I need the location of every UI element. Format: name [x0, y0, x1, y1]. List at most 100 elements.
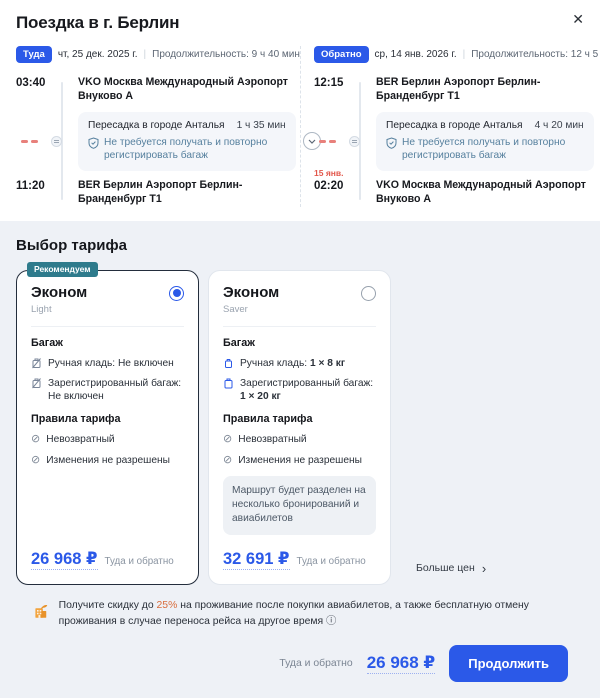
not-allowed-icon: ⊘	[223, 433, 233, 446]
airline-logo-icon	[16, 139, 54, 143]
fare-subtitle: Saver	[223, 303, 248, 315]
flight-outbound: Туда чт, 25 дек. 2025 г. | Продолжительн…	[0, 46, 321, 207]
hotel-promo: Получите скидку до 25% на проживание пос…	[16, 585, 584, 630]
itinerary: 12:15 BER Берлин Аэропорт Берлин-Бранден…	[314, 76, 594, 207]
info-icon[interactable]: ⓘ	[326, 615, 337, 627]
fare-price[interactable]: 26 968 ₽	[31, 549, 98, 570]
baggage-title: Багаж	[223, 336, 255, 349]
chevron-right-icon: ›	[481, 560, 487, 576]
transfer-info-box: Пересадка в городе Анталья 1 ч 35 мин Не…	[78, 111, 296, 172]
shield-icon	[386, 137, 397, 149]
rules-title: Правила тарифа	[223, 413, 313, 426]
more-prices-link[interactable]: Больше цен ›	[416, 560, 487, 576]
direction-badge: Туда	[16, 46, 52, 63]
not-allowed-icon: ⊘	[223, 453, 233, 466]
recommend-badge: Рекомендуем	[27, 261, 98, 277]
arrival-time: 15 янв. 02:20	[314, 168, 344, 193]
stopover-icon	[349, 135, 360, 147]
fare-section-title: Выбор тарифа	[16, 236, 127, 254]
checked-baggage-icon	[224, 378, 233, 389]
not-allowed-icon: ⊘	[31, 453, 41, 466]
hotel-discount-icon	[35, 604, 48, 618]
flight-return: Обратно ср, 14 янв. 2026 г. | Продолжите…	[300, 46, 600, 207]
arrival-row: 15 янв. 02:20 VKO Москва Международный А…	[314, 168, 588, 207]
baggage-item: Ручная кладь: 1 × 8 кг	[223, 357, 376, 370]
page-title: Поездка в г. Берлин	[16, 13, 180, 32]
arrival-airport: BER Берлин Аэропорт Берлин-Бранденбург T…	[78, 179, 243, 205]
departure-airport: BER Берлин Аэропорт Берлин-Бранденбург T…	[376, 76, 541, 102]
modal-header: Поездка в г. Берлин ✕	[0, 0, 600, 33]
fare-subtitle: Light	[31, 303, 52, 315]
airline-logo-icon	[314, 139, 352, 143]
fare-card-econom-saver[interactable]: Эконом Saver Багаж Ручная кладь: 1 × 8 к…	[208, 269, 391, 585]
arrival-date-note: 15 янв.	[314, 168, 344, 179]
transfer-duration: 4 ч 20 мин	[534, 119, 584, 131]
arrival-row: 11:20 BER Берлин Аэропорт Берлин-Бранден…	[16, 179, 288, 207]
rule-item: ⊘ Изменения не разрешены	[223, 453, 362, 466]
not-allowed-icon: ⊘	[31, 433, 41, 446]
departure-time: 03:40	[16, 77, 46, 89]
flight-duration: Продолжительность: 9 ч 40 мин	[152, 49, 300, 60]
departure-airport: VKO Москва Международный Аэропорт Внуков…	[78, 76, 288, 102]
stopover-icon	[51, 135, 62, 147]
continue-button[interactable]: Продолжить	[449, 644, 568, 682]
promo-text: Получите скидку до 25% на проживание пос…	[58, 599, 529, 627]
transfer-row: Пересадка в городе Анталья 4 ч 20 мин Не…	[314, 111, 594, 172]
total-price[interactable]: 26 968 ₽	[366, 652, 436, 674]
fare-radio-unselected[interactable]	[361, 285, 376, 301]
transfer-duration: 1 ч 35 мин	[236, 119, 286, 131]
departure-row: 03:40 VKO Москва Международный Аэропорт …	[16, 76, 288, 104]
rules-title: Правила тарифа	[31, 413, 121, 426]
flight-date: чт, 25 дек. 2025 г.	[57, 49, 138, 60]
divider	[223, 325, 376, 327]
hand-baggage-icon	[225, 358, 232, 368]
close-icon[interactable]: ✕	[568, 8, 588, 30]
baggage-item: Зарегистрированный багаж: 1 × 20 кг	[223, 377, 376, 404]
hand-baggage-crossed-icon	[32, 357, 41, 368]
fare-price[interactable]: 32 691 ₽	[223, 549, 290, 570]
baggage-note: Не требуется получать и повторно регистр…	[402, 136, 566, 162]
itinerary: 03:40 VKO Москва Международный Аэропорт …	[16, 76, 321, 207]
fare-price-note: Туда и обратно	[104, 555, 174, 567]
divider	[31, 325, 184, 327]
flight-meta: Туда чт, 25 дек. 2025 г. | Продолжительн…	[16, 46, 300, 63]
checked-baggage-crossed-icon	[32, 378, 41, 389]
meta-separator: |	[143, 49, 147, 60]
baggage-item: Зарегистрированный багаж: Не включен	[31, 377, 184, 404]
transfer-row: Пересадка в городе Анталья 1 ч 35 мин Не…	[16, 111, 321, 172]
timeline	[359, 82, 361, 200]
fare-name: Эконом	[31, 283, 88, 301]
arrival-time: 11:20	[16, 180, 45, 193]
baggage-title: Багаж	[31, 336, 63, 349]
rule-item: ⊘ Невозвратный	[223, 433, 307, 446]
timeline	[61, 82, 63, 200]
flights-panel: Туда чт, 25 дек. 2025 г. | Продолжительн…	[0, 33, 600, 217]
total-price-note: Туда и обратно	[279, 657, 353, 669]
split-booking-note: Маршрут будет разделен на несколько брон…	[223, 475, 376, 535]
fare-section: Выбор тарифа Рекомендуем Эконом Light Ба…	[0, 220, 600, 698]
fare-price-note: Туда и обратно	[296, 555, 366, 567]
arrival-airport: VKO Москва Международный Аэропорт Внуков…	[376, 179, 586, 205]
fare-radio-selected[interactable]	[169, 285, 184, 301]
departure-time: 12:15	[314, 77, 344, 89]
baggage-item: Ручная кладь: Не включен	[31, 357, 184, 370]
transfer-info-box: Пересадка в городе Анталья 4 ч 20 мин Не…	[376, 111, 594, 172]
direction-badge: Обратно	[314, 46, 369, 63]
meta-separator: |	[462, 49, 466, 60]
fare-card-econom-light[interactable]: Рекомендуем Эконом Light Багаж Ручная кл…	[16, 261, 199, 585]
flight-date: ср, 14 янв. 2026 г.	[374, 49, 457, 60]
baggage-note: Не требуется получать и повторно регистр…	[104, 136, 268, 162]
rule-item: ⊘ Изменения не разрешены	[31, 453, 170, 466]
rule-item: ⊘ Невозвратный	[31, 433, 115, 446]
footer-bar: Туда и обратно 26 968 ₽ Продолжить	[16, 630, 584, 698]
fare-cards-row: Рекомендуем Эконом Light Багаж Ручная кл…	[16, 261, 584, 585]
flight-duration: Продолжительность: 12 ч 5 мин	[471, 49, 600, 60]
transfer-title: Пересадка в городе Анталья	[88, 119, 225, 131]
promo-discount-value: 25%	[156, 599, 178, 611]
flight-meta: Обратно ср, 14 янв. 2026 г. | Продолжите…	[314, 46, 600, 63]
shield-icon	[88, 137, 99, 149]
fare-name: Эконом	[223, 283, 280, 301]
departure-row: 12:15 BER Берлин Аэропорт Берлин-Бранден…	[314, 76, 588, 104]
transfer-title: Пересадка в городе Анталья	[386, 119, 523, 131]
